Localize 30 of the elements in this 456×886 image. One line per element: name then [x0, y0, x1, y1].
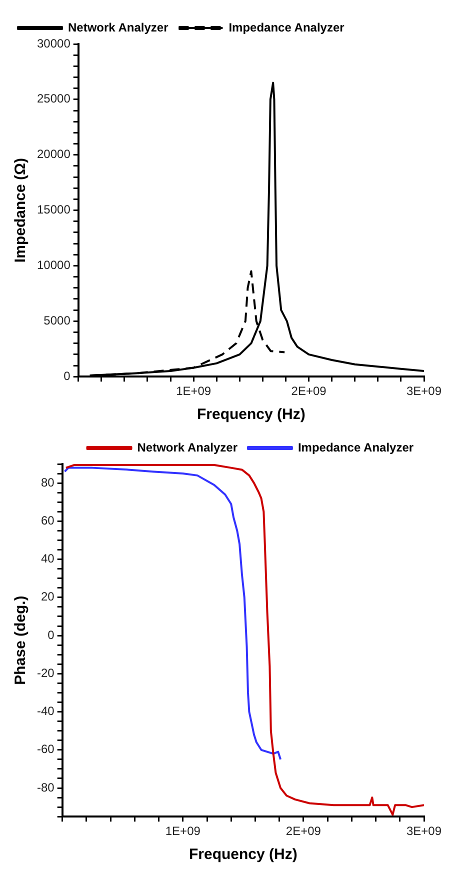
- y-tick-label: 0: [48, 628, 55, 642]
- y-tick-label: 0: [64, 368, 71, 383]
- y-tick-label: 20: [40, 590, 55, 604]
- legend-label: Network Analyzer: [68, 20, 169, 34]
- y-tick-label: 5000: [44, 313, 71, 328]
- y-tick-label: 60: [40, 513, 55, 528]
- y-tick-label: -20: [37, 666, 55, 680]
- y-tick-label: -80: [37, 780, 55, 794]
- y-axis-title: Phase (deg.): [12, 596, 30, 685]
- x-tick-label: 2E+09: [291, 384, 327, 398]
- x-tick-label: 1E+09: [165, 824, 201, 838]
- legend-label: Network Analyzer: [137, 440, 238, 454]
- x-tick-label: 3E+09: [406, 384, 442, 398]
- y-tick-label: 30000: [36, 36, 71, 50]
- x-tick-label: 1E+09: [176, 384, 212, 398]
- y-axis-title: Impedance (Ω): [12, 158, 30, 263]
- y-tick-label: 10000: [36, 258, 71, 272]
- y-tick-label: 25000: [36, 92, 71, 106]
- legend-label: Impedance Analyzer: [298, 440, 414, 454]
- y-tick-label: -40: [37, 704, 55, 718]
- legend-label: Impedance Analyzer: [228, 20, 345, 34]
- x-axis-title: Frequency (Hz): [197, 406, 306, 424]
- y-tick-label: 20000: [36, 147, 71, 162]
- y-tick-label: 40: [40, 552, 55, 566]
- x-axis-title: Frequency (Hz): [188, 846, 298, 864]
- y-tick-label: 80: [40, 475, 55, 490]
- y-tick-label: -60: [37, 742, 55, 756]
- x-tick-label: 2E+09: [286, 824, 322, 838]
- x-tick-label: 3E+09: [406, 824, 442, 838]
- y-tick-label: 15000: [36, 202, 71, 217]
